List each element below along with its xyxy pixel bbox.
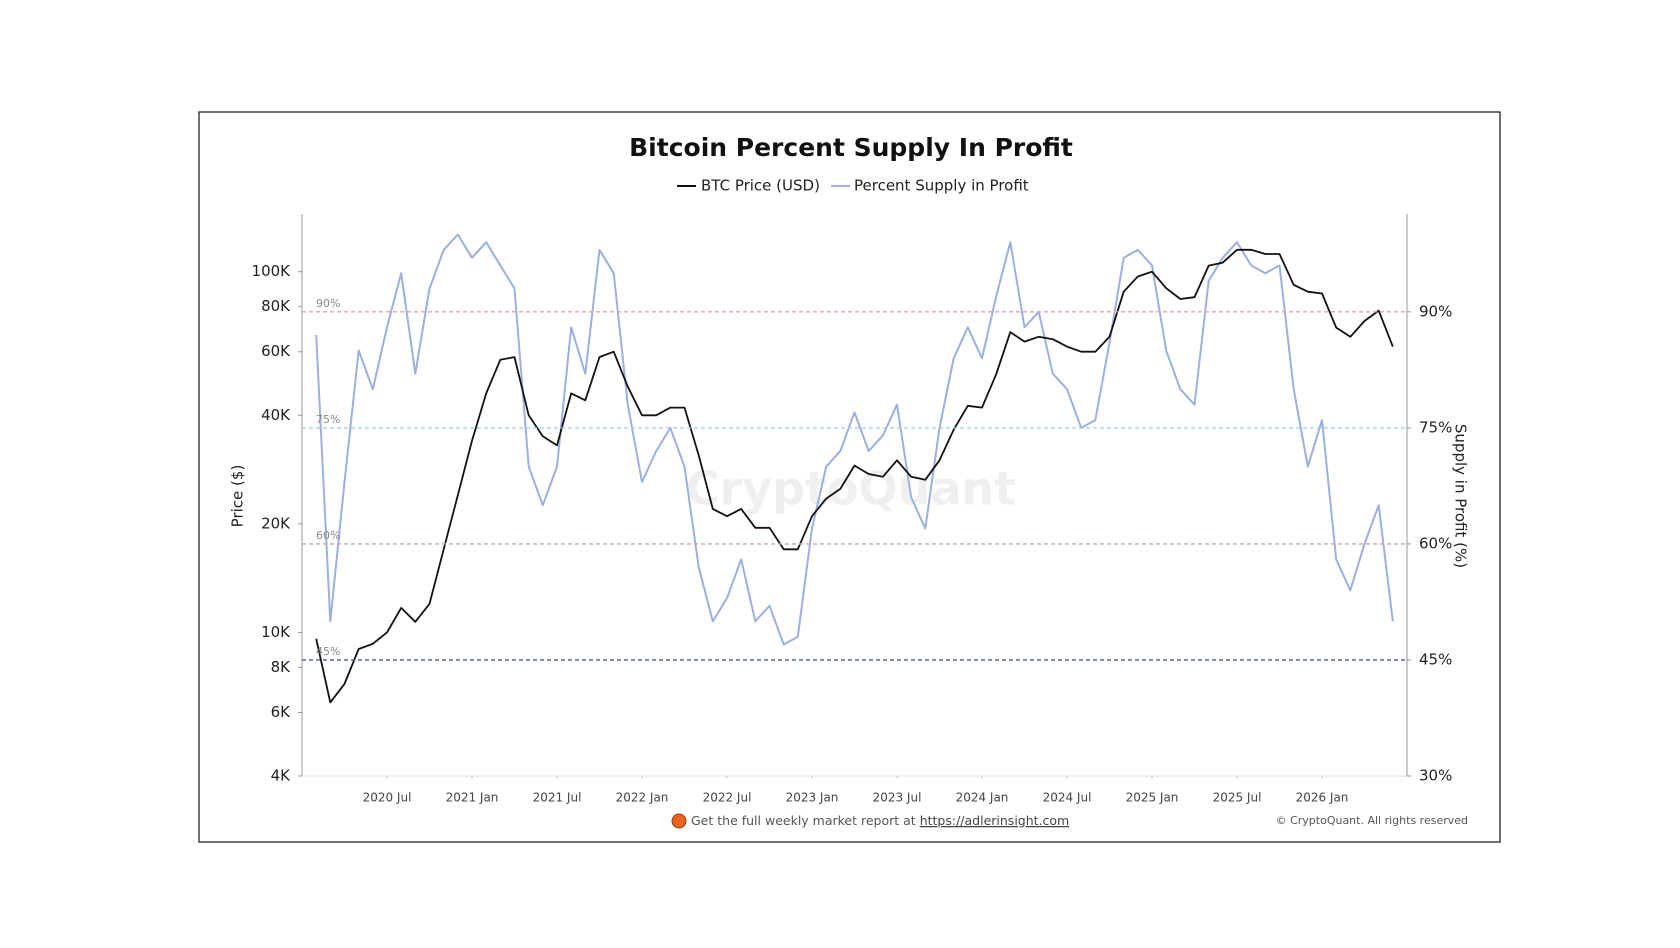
x-tick-label: 2022 Jul [703, 791, 752, 805]
y2-tick-label: 90% [1419, 302, 1452, 320]
y-tick-label: 4K [271, 767, 292, 785]
legend-label: Percent Supply in Profit [854, 177, 1029, 195]
y-tick-label: 40K [261, 406, 291, 424]
y-tick-label: 10K [261, 623, 291, 641]
x-tick-label: 2021 Jul [533, 791, 582, 805]
reference-label: 90% [316, 297, 340, 310]
x-tick-label: 2025 Jul [1213, 791, 1262, 805]
footer: Get the full weekly market report at htt… [691, 813, 1069, 828]
x-tick-label: 2023 Jul [873, 791, 922, 805]
footer-link[interactable]: https://adlerinsight.com [920, 813, 1070, 828]
chart-title: Bitcoin Percent Supply In Profit [629, 133, 1073, 162]
y2-tick-label: 30% [1419, 767, 1452, 785]
y-tick-label: 20K [261, 514, 291, 532]
footer-text: Get the full weekly market report at [691, 813, 916, 828]
x-tick-label: 2021 Jan [446, 791, 499, 805]
x-tick-label: 2020 Jul [363, 791, 412, 805]
y2-tick-label: 60% [1419, 534, 1452, 552]
y-tick-label: 8K [271, 658, 292, 676]
x-tick-label: 2026 Jan [1296, 791, 1349, 805]
watermark: CryptoQuant [686, 462, 1017, 516]
reference-label: 60% [316, 529, 340, 542]
x-tick-label: 2024 Jul [1043, 791, 1092, 805]
x-tick-label: 2025 Jan [1126, 791, 1179, 805]
legend-label: BTC Price (USD) [701, 177, 820, 195]
y2-tick-label: 75% [1419, 418, 1452, 436]
y-tick-label: 6K [271, 703, 292, 721]
chart-frame [198, 111, 1501, 843]
footer-icon [671, 813, 687, 829]
x-tick-label: 2023 Jan [786, 791, 839, 805]
y2-tick-label: 45% [1419, 650, 1452, 668]
reference-label: 45% [316, 645, 340, 658]
copyright: © CryptoQuant. All rights reserved [1276, 814, 1468, 827]
y-tick-label: 100K [252, 262, 292, 280]
y2-axis-label: Supply in Profit (%) [1452, 424, 1470, 568]
series-line [315, 248, 1394, 704]
x-tick-label: 2024 Jan [956, 791, 1009, 805]
series-line [315, 233, 1394, 646]
y-tick-label: 60K [261, 342, 291, 360]
x-tick-label: 2022 Jan [616, 791, 669, 805]
y-tick-label: 80K [261, 297, 291, 315]
y-axis-label: Price ($) [229, 465, 247, 528]
reference-label: 75% [316, 413, 340, 426]
